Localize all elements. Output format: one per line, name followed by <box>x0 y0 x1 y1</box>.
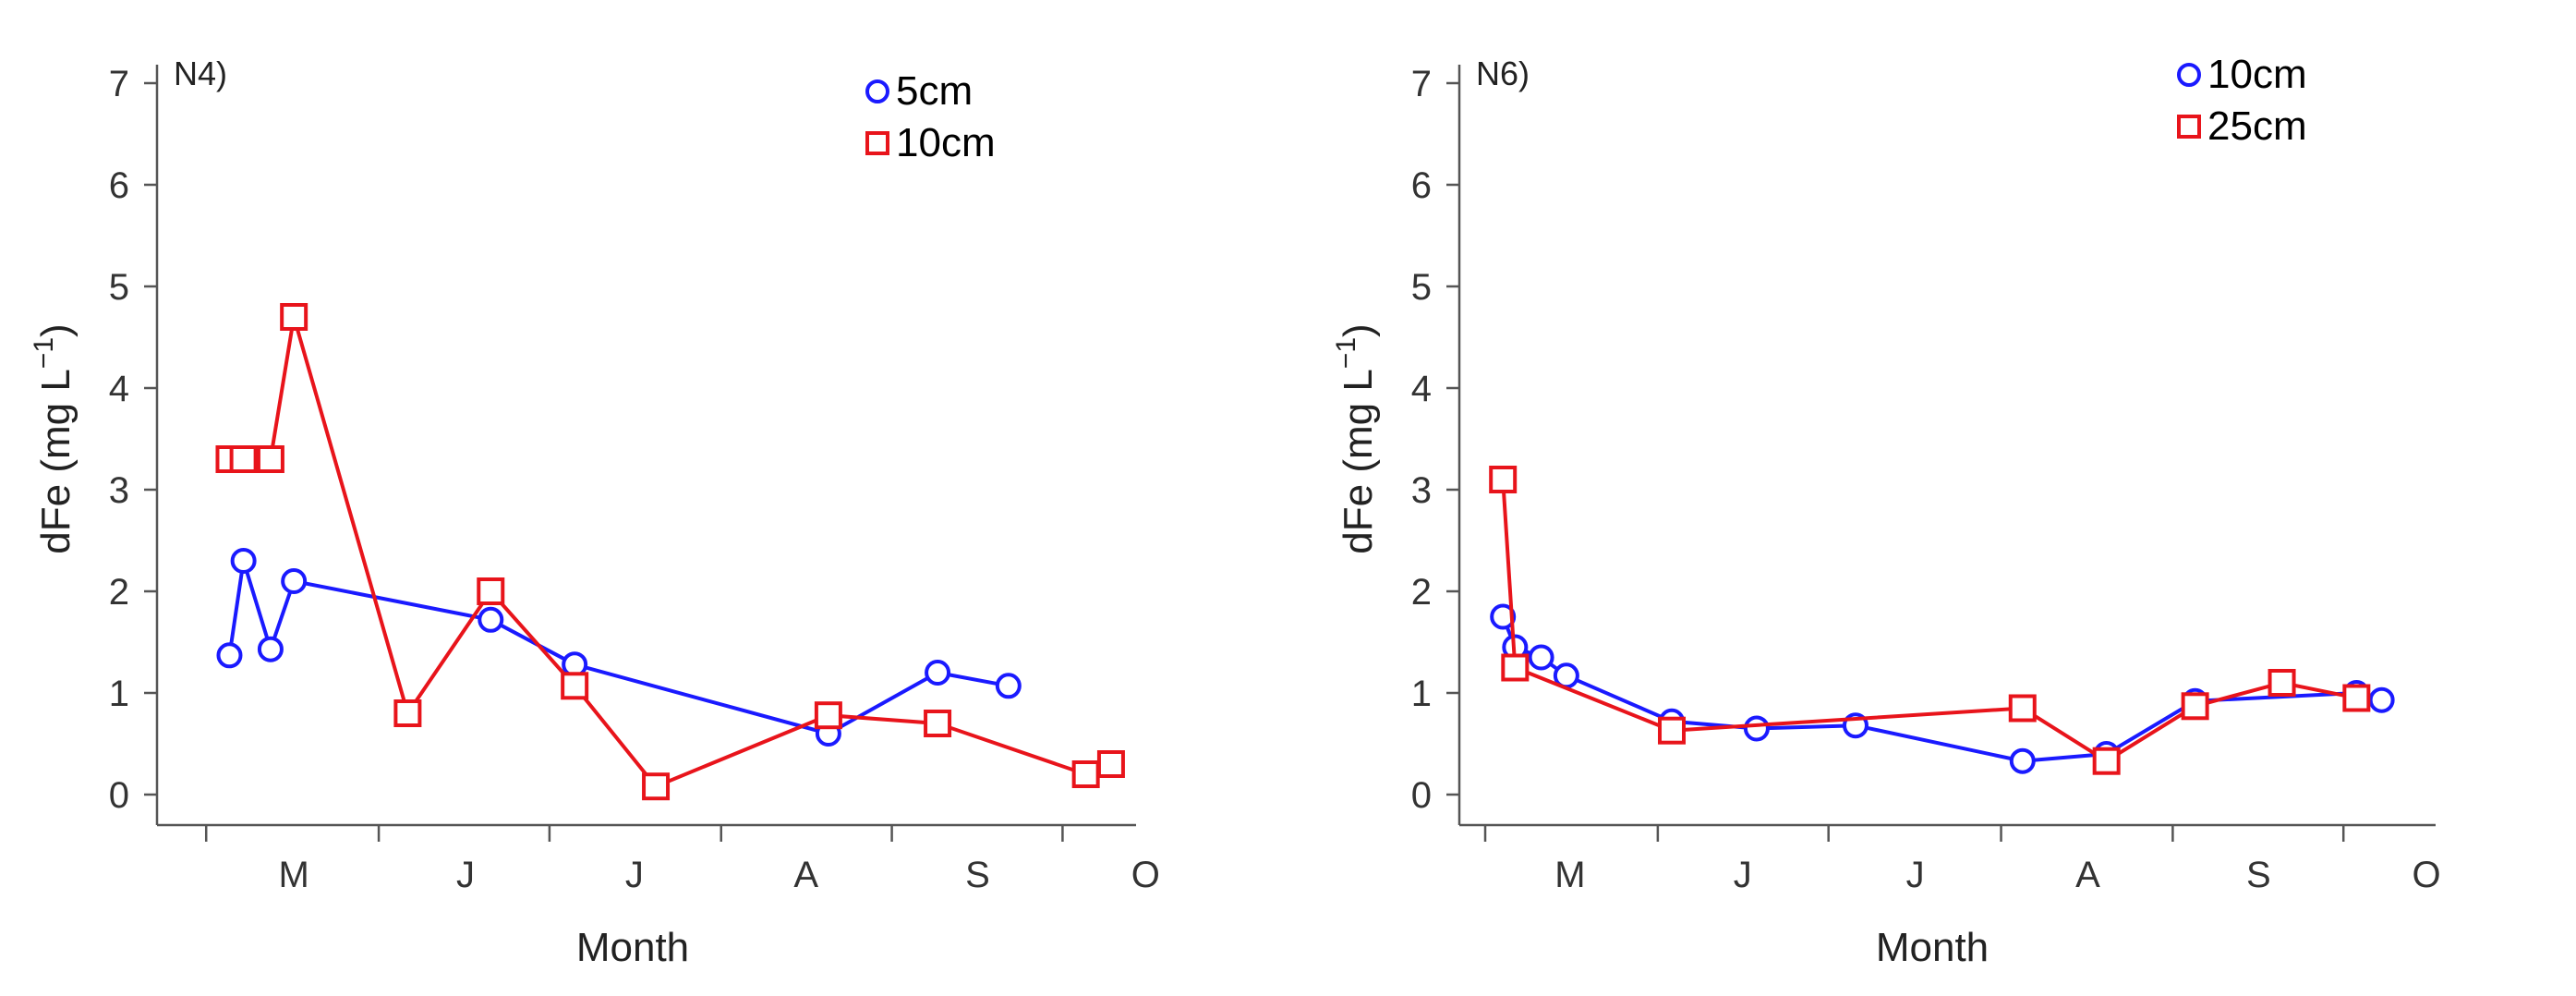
x-axis-title: Month <box>576 925 689 970</box>
series-5cm <box>216 548 1022 747</box>
y-tick-label: 7 <box>109 64 129 104</box>
data-point-square <box>2268 669 2296 697</box>
data-point-circle <box>1528 644 1554 671</box>
series-line <box>229 316 1112 789</box>
y-axis-title-close: ) <box>1336 323 1381 337</box>
data-point-circle <box>257 636 284 662</box>
legend-label: 25cm <box>2207 103 2307 149</box>
panel-label: N4) <box>174 55 227 92</box>
series-line <box>227 560 1010 736</box>
x-tick-label-month: M <box>1554 855 1585 895</box>
y-tick-label: 5 <box>1411 267 1432 308</box>
data-point-circle <box>925 660 951 686</box>
y-tick-label: 0 <box>109 775 129 816</box>
y-axis-title: dFe (mg L−1) <box>1331 323 1381 553</box>
data-point-square <box>1096 750 1125 778</box>
y-tick-label: 1 <box>109 674 129 714</box>
legend-label: 5cm <box>896 68 973 114</box>
data-point-square <box>2342 684 2371 712</box>
x-tick-label-month: J <box>1906 855 1925 895</box>
x-tick-label-month: J <box>1734 855 1752 895</box>
legend-entry: 10cm <box>2177 52 2307 97</box>
y-tick-label: 7 <box>1411 64 1432 104</box>
x-tick-label-month: S <box>965 855 990 895</box>
y-tick-label: 2 <box>1411 572 1432 613</box>
y-tick-label: 4 <box>1411 369 1432 409</box>
data-point-square <box>1489 466 1518 493</box>
x-tick-label-month: J <box>456 855 475 895</box>
data-point-square <box>280 303 308 331</box>
y-tick-label: 4 <box>109 369 129 409</box>
chart-panel-1: 0 1 2 3 4 5 6 7 M J J A S O Month dFe (mg L−1) N4) 5cm 10c… <box>29 55 1160 970</box>
data-point-circle <box>216 642 243 669</box>
legend-marker-circle <box>865 79 889 103</box>
y-axis-title-main: dFe (mg L <box>1336 369 1381 554</box>
panel-label: N6) <box>1476 55 1530 92</box>
series-line <box>1501 479 2357 764</box>
data-point-circle <box>281 568 308 594</box>
data-point-circle <box>1743 715 1770 742</box>
y-axis-title-close: ) <box>33 323 79 337</box>
legend-entry: 10cm <box>865 120 996 165</box>
legend-marker-square <box>865 131 889 155</box>
data-point-square <box>393 699 422 727</box>
data-point-square <box>561 672 589 700</box>
y-tick-label: 2 <box>109 572 129 613</box>
x-tick-label-month: A <box>2075 855 2100 895</box>
y-tick-label: 1 <box>1411 674 1432 714</box>
series-10cm <box>215 303 1125 801</box>
x-tick-label-month: S <box>2246 855 2271 895</box>
x-tick-label-month: M <box>279 855 309 895</box>
data-point-square <box>924 710 952 737</box>
data-point-square <box>1501 653 1530 682</box>
chart-panel-2: 0 1 2 3 4 5 6 7 M J J A S O Month dFe (mg L−1) N6) 10cm 25… <box>1331 52 2441 970</box>
x-tick-label-month: A <box>793 855 818 895</box>
legend-entry: 5cm <box>865 68 973 114</box>
data-point-square <box>814 701 842 730</box>
data-point-square <box>1071 760 1100 788</box>
y-axis-title-superscript: −1 <box>1331 337 1361 369</box>
y-tick-label: 3 <box>109 470 129 511</box>
x-tick-label-month: J <box>625 855 644 895</box>
data-point-circle <box>478 606 504 633</box>
data-point-square <box>229 445 258 473</box>
series-line <box>1501 615 2383 763</box>
data-point-circle <box>2009 747 2036 774</box>
data-point-square <box>477 577 505 605</box>
data-point-circle <box>2368 686 2395 713</box>
y-tick-label: 3 <box>1411 470 1432 511</box>
x-tick-label-month: O <box>1131 855 1160 895</box>
data-point-circle <box>230 548 257 574</box>
data-point-square <box>2181 692 2209 721</box>
y-tick-label: 5 <box>109 267 129 308</box>
legend-label: 10cm <box>896 120 996 165</box>
data-point-square <box>2008 694 2037 723</box>
data-point-circle <box>995 673 1022 699</box>
data-point-square <box>256 445 284 473</box>
legend-label: 10cm <box>2207 52 2307 97</box>
data-point-circle <box>1490 603 1517 630</box>
series-25cm <box>1489 466 2371 775</box>
y-tick-label: 6 <box>1411 165 1432 206</box>
x-tick-label-month: O <box>2413 855 2441 895</box>
legend-marker-circle <box>2177 63 2201 87</box>
data-point-square <box>642 772 671 801</box>
y-tick-label: 6 <box>109 165 129 206</box>
y-axis-title: dFe (mg L−1) <box>29 323 79 553</box>
data-point-square <box>1658 716 1687 745</box>
data-point-square <box>2092 747 2121 775</box>
x-axis-title: Month <box>1876 925 1989 970</box>
legend-entry: 25cm <box>2177 103 2307 149</box>
y-axis-title-superscript: −1 <box>29 337 59 369</box>
y-tick-label: 0 <box>1411 775 1432 816</box>
y-axis-title-main: dFe (mg L <box>33 369 79 554</box>
legend-marker-square <box>2177 115 2201 139</box>
